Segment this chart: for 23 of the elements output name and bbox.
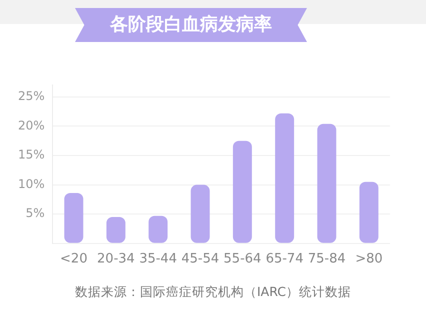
y-tick-label: 10%: [18, 176, 45, 191]
x-tick-label: 55-64: [224, 252, 262, 267]
x-tick-label: 35-44: [139, 252, 177, 267]
x-tick-label: >80: [355, 252, 383, 267]
x-tick-label: 65-74: [266, 252, 304, 267]
bar: [106, 217, 126, 243]
bar: [148, 216, 168, 243]
bar: [359, 182, 378, 243]
bar: [64, 193, 84, 243]
x-tick-label: 75-84: [308, 252, 346, 267]
y-tick-label: 15%: [18, 148, 45, 162]
bar: [232, 140, 252, 243]
x-tick-label: <20: [60, 252, 88, 267]
source-note: 数据来源：国际癌症研究机构（IARC）统计数据: [74, 284, 352, 301]
y-tick-label: 5%: [26, 206, 45, 220]
bar: [190, 184, 210, 243]
y-tick-label: 20%: [18, 118, 45, 132]
y-tick-label: 25%: [18, 89, 45, 104]
chart-title: 各阶段白血病发病率: [75, 8, 307, 42]
bar: [275, 113, 294, 243]
x-tick-label: 45-54: [181, 252, 220, 267]
x-tick-label: 20-34: [97, 252, 135, 267]
bar: [317, 124, 336, 243]
